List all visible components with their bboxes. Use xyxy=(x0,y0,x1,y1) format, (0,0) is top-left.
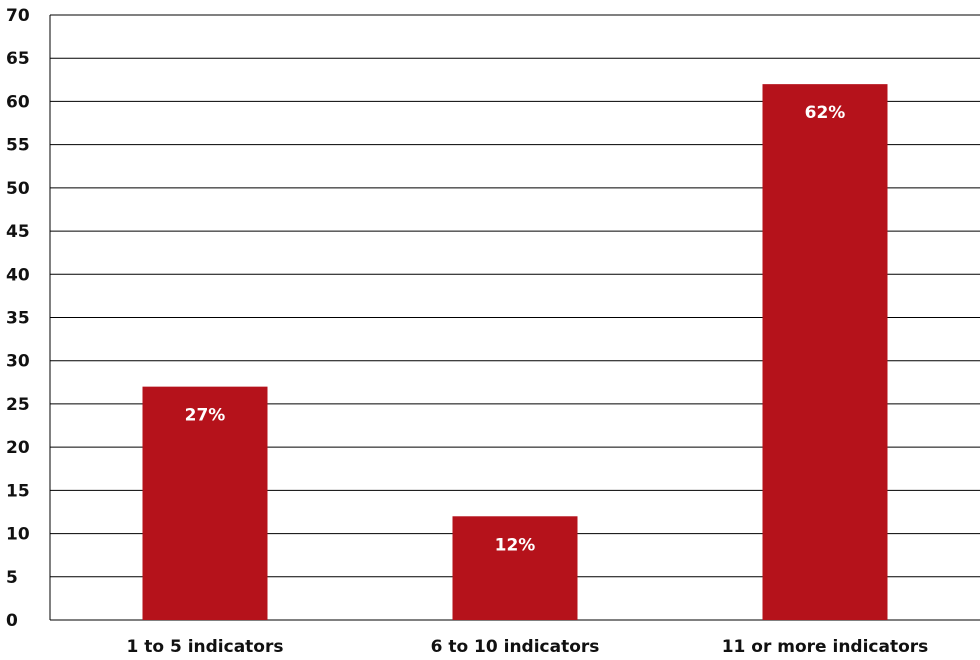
y-tick-label: 55 xyxy=(6,136,30,156)
y-tick-label: 25 xyxy=(6,395,30,415)
gridlines xyxy=(50,14,980,578)
y-tick-label: 15 xyxy=(6,481,30,501)
bars xyxy=(142,84,888,620)
y-tick-label: 70 xyxy=(6,6,30,26)
y-tick-label: 35 xyxy=(6,309,30,329)
bar-data-labels: 27% 12% 62% xyxy=(185,103,846,555)
x-axis-category-labels: 1 to 5 indicators 6 to 10 indicators 11 or… xyxy=(126,637,928,657)
bar-value-label: 12% xyxy=(495,535,536,555)
x-category-label: 1 to 5 indicators xyxy=(126,637,283,657)
bar xyxy=(452,516,578,620)
y-tick-label: 10 xyxy=(6,525,30,545)
x-category-label: 6 to 10 indicators xyxy=(431,637,600,657)
bar xyxy=(762,84,888,620)
bar-value-label: 27% xyxy=(185,406,226,426)
y-tick-label: 45 xyxy=(6,222,30,242)
y-tick-label: 50 xyxy=(6,179,30,199)
y-axis-tick-labels: 0 5 10 15 20 25 30 35 40 45 50 55 60 65 70 xyxy=(6,6,30,631)
bar-value-label: 62% xyxy=(805,103,846,123)
bar xyxy=(142,386,268,620)
y-tick-label: 40 xyxy=(6,265,30,285)
y-tick-label: 20 xyxy=(6,438,30,458)
y-tick-label: 0 xyxy=(6,611,18,631)
x-category-label: 11 or more indicators xyxy=(722,637,929,657)
y-tick-label: 5 xyxy=(6,568,18,588)
y-tick-label: 65 xyxy=(6,49,30,69)
y-tick-label: 30 xyxy=(6,352,30,372)
y-tick-label: 60 xyxy=(6,92,30,112)
